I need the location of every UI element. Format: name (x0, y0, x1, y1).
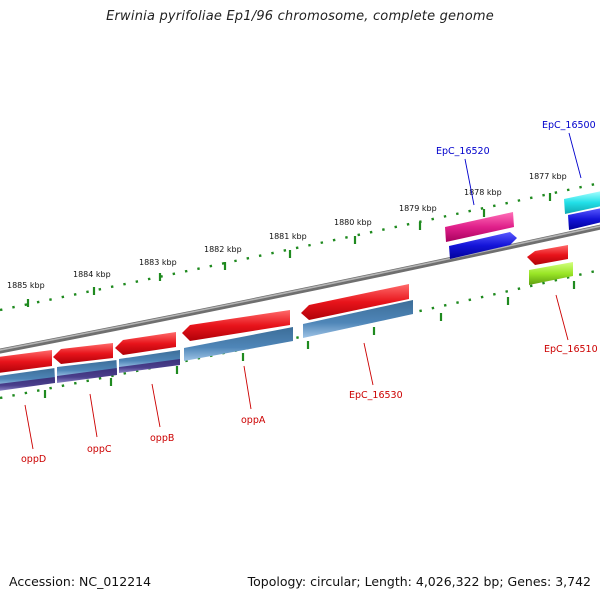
cds-arrow-oppD[interactable] (0, 350, 52, 373)
cds-bar-EpC_16500[interactable] (564, 191, 600, 214)
leader-line-oppA (243, 365, 252, 410)
leader-lines (24, 132, 582, 450)
gene-label-oppD[interactable]: oppD (21, 454, 46, 465)
block-seam (54, 365, 57, 387)
gene-bar-oppD-lower[interactable] (0, 377, 55, 391)
gene-label-EpC_16500[interactable]: EpC_16500 (542, 120, 596, 131)
feature-EpC_16500[interactable] (564, 191, 600, 230)
cds-arrow-EpC_16510[interactable] (527, 245, 568, 265)
feature-oppA[interactable] (182, 310, 293, 361)
leader-line-EpC_16500 (568, 132, 582, 179)
leader-line-EpC_16530 (363, 342, 374, 386)
chromosome-backbone-highlight (0, 225, 600, 351)
chromosome-backbone (0, 224, 600, 354)
gene-bar-oppB[interactable] (119, 350, 180, 368)
gene-bar-oppB-lower[interactable] (119, 359, 180, 373)
feature-oppC[interactable] (53, 343, 117, 383)
cds-arrow-EpC_16500[interactable] (568, 208, 600, 230)
cds-bar-EpC_16520[interactable] (445, 212, 514, 242)
cds-arrow-oppA[interactable] (182, 310, 290, 341)
cds-arrow-oppC[interactable] (53, 343, 113, 364)
ruler-label: 1884 kbp (73, 270, 111, 279)
feature-oppB[interactable] (115, 332, 180, 373)
accession-text: Accession: NC_012214 (9, 574, 152, 589)
leader-line-EpC_16520 (464, 158, 475, 206)
ruler-label: 1877 kbp (529, 172, 567, 181)
leader-line-EpC_16510 (555, 294, 569, 341)
gene-bar-oppA[interactable] (184, 327, 293, 361)
gene-label-EpC_16520[interactable]: EpC_16520 (436, 146, 490, 157)
feature-oppD[interactable] (0, 350, 55, 391)
leader-line-oppB (151, 383, 161, 428)
ruler-label: 1879 kbp (399, 204, 437, 213)
map-title: Erwinia pyrifoliae Ep1/96 chromosome, co… (106, 9, 494, 24)
genome-summary-text: Topology: circular; Length: 4,026,322 bp… (247, 574, 591, 589)
gene-label-oppB[interactable]: oppB (150, 433, 174, 444)
outer-ruler-ticks (26, 193, 552, 307)
cds-arrow-EpC_16530[interactable] (301, 284, 409, 320)
gene-bar-oppC[interactable] (57, 360, 117, 377)
inner-ruler-ticks (43, 281, 576, 398)
gene-bar-oppD[interactable] (0, 368, 55, 386)
gene-bar-oppC-lower[interactable] (57, 368, 117, 383)
cds-arrow-EpC_16520[interactable] (449, 232, 517, 259)
gene-label-EpC_16510[interactable]: EpC_16510 (544, 344, 598, 355)
feature-EpC_16510[interactable] (527, 245, 573, 285)
ruler-labels: 1885 kbp 1884 kbp 1883 kbp 1882 kbp 1881… (7, 172, 567, 290)
gene-label-oppA[interactable]: oppA (241, 415, 266, 426)
leader-line-oppD (24, 404, 34, 450)
ruler-label: 1880 kbp (334, 218, 372, 227)
block-seam (116, 356, 119, 378)
feature-EpC_16520[interactable] (445, 212, 517, 259)
ruler-label: 1881 kbp (269, 232, 307, 241)
ruler-label: 1885 kbp (7, 281, 45, 290)
ruler-label: 1878 kbp (464, 188, 502, 197)
leader-line-oppC (89, 393, 98, 438)
gene-bar-EpC_16530[interactable] (303, 300, 413, 338)
ruler-label: 1883 kbp (139, 258, 177, 267)
block-seams (54, 356, 119, 387)
cds-arrow-oppB[interactable] (115, 332, 176, 355)
feature-EpC_16530[interactable] (301, 284, 413, 338)
gene-label-EpC_16530[interactable]: EpC_16530 (349, 390, 403, 401)
gene-bar-EpC_16510[interactable] (529, 262, 573, 285)
gene-labels: oppD oppC oppB oppA EpC_16530 EpC_16510 … (21, 120, 598, 465)
gene-label-oppC[interactable]: oppC (87, 444, 112, 455)
ruler-label: 1882 kbp (204, 245, 242, 254)
